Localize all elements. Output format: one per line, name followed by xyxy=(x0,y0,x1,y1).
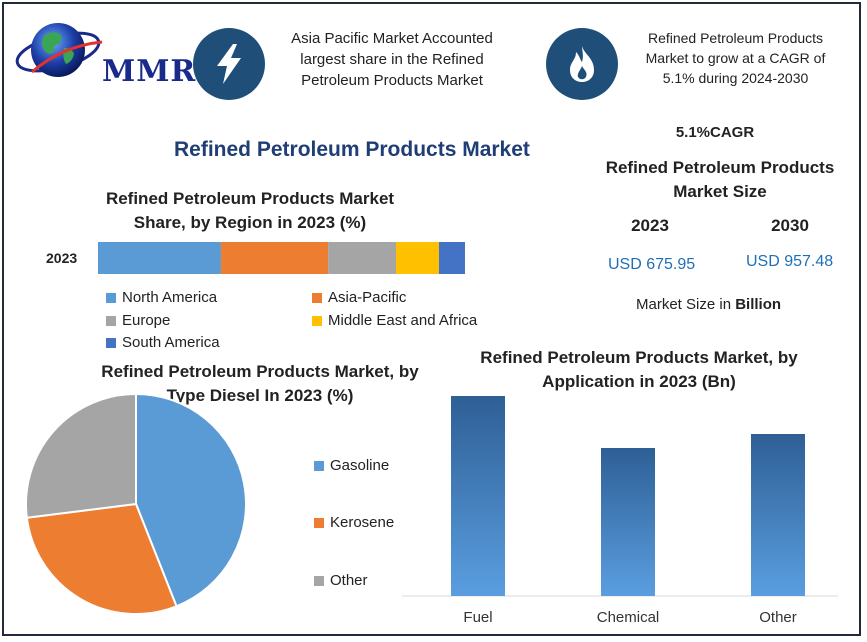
application-tick-chemical: Chemical xyxy=(597,609,660,626)
region-segment-north-america xyxy=(98,242,221,274)
legend-label-gasoline: Gasoline xyxy=(330,457,389,474)
info-right-line-2: Market to grow at a CAGR of xyxy=(628,48,843,68)
unit-prefix: Market Size in xyxy=(636,296,735,313)
pie-slice-other xyxy=(26,394,136,518)
swatch-north-america xyxy=(106,293,116,303)
year-2030-label: 2030 xyxy=(760,214,820,238)
info-right-line-1: Refined Petroleum Products xyxy=(628,28,843,48)
info-right-line-3: 5.1% during 2024-2030 xyxy=(628,68,843,88)
info-left-line-3: Petroleum Products Market xyxy=(272,70,512,91)
region-segment-middle-east xyxy=(396,242,439,274)
mmr-logo: MMR xyxy=(14,14,179,86)
legend-label-kerosene: Kerosene xyxy=(330,514,394,531)
application-tick-fuel: Fuel xyxy=(463,609,492,626)
application-bar-chart: Fuel Chemical Other xyxy=(400,392,840,628)
lightning-icon xyxy=(193,28,265,100)
region-category-label: 2023 xyxy=(46,250,77,266)
region-title-line-2: Share, by Region in 2023 (%) xyxy=(80,211,420,235)
legend-asia-pacific: Asia-Pacific xyxy=(312,289,406,306)
brand-name: MMR xyxy=(102,54,196,89)
market-size-title: Refined Petroleum Products Market Size xyxy=(590,156,850,204)
application-bar-chemical xyxy=(601,448,655,596)
region-stacked-bar xyxy=(98,242,478,274)
swatch-gasoline xyxy=(314,461,324,471)
region-segment-europe xyxy=(328,242,396,274)
value-2023: USD 675.95 xyxy=(608,256,695,274)
legend-middle-east: Middle East and Africa xyxy=(312,312,477,329)
year-2023-label: 2023 xyxy=(620,214,680,238)
legend-label-asia-pacific: Asia-Pacific xyxy=(328,289,406,306)
region-segment-asia-pacific xyxy=(221,242,328,274)
info-asia-pacific: Asia Pacific Market Accounted largest sh… xyxy=(272,28,512,91)
legend-label-other: Other xyxy=(330,572,368,589)
unit-note: Market Size in Billion xyxy=(636,296,781,313)
legend-label-middle-east: Middle East and Africa xyxy=(328,312,477,329)
value-2030: USD 957.48 xyxy=(746,253,833,271)
info-left-line-2: largest share in the Refined xyxy=(272,49,512,70)
region-title-line-1: Refined Petroleum Products Market xyxy=(80,187,420,211)
legend-south-america: South America xyxy=(106,334,220,351)
swatch-middle-east xyxy=(312,316,322,326)
globe-icon xyxy=(14,14,104,86)
application-bar-other xyxy=(751,434,805,596)
market-size-title-line-1: Refined Petroleum Products xyxy=(590,156,850,180)
region-segment-south-america xyxy=(439,242,465,274)
legend-north-america: North America xyxy=(106,289,217,306)
application-title-line-1: Refined Petroleum Products Market, by xyxy=(448,346,830,370)
type-pie-chart xyxy=(24,392,248,616)
legend-label-south-america: South America xyxy=(122,334,220,351)
unit-bold: Billion xyxy=(735,296,781,313)
legend-europe: Europe xyxy=(106,312,170,329)
info-left-line-1: Asia Pacific Market Accounted xyxy=(272,28,512,49)
region-chart-title: Refined Petroleum Products Market Share,… xyxy=(80,187,420,235)
info-cagr: Refined Petroleum Products Market to gro… xyxy=(628,28,843,88)
application-tick-other: Other xyxy=(759,609,797,626)
cagr-label: 5.1%CAGR xyxy=(660,121,770,145)
swatch-europe xyxy=(106,316,116,326)
swatch-asia-pacific xyxy=(312,293,322,303)
swatch-kerosene xyxy=(314,518,324,528)
application-chart-title: Refined Petroleum Products Market, by Ap… xyxy=(448,346,830,394)
legend-other: Other xyxy=(314,572,368,589)
application-bar-fuel xyxy=(451,396,505,596)
swatch-south-america xyxy=(106,338,116,348)
main-title: Refined Petroleum Products Market xyxy=(174,138,530,162)
swatch-other xyxy=(314,576,324,586)
legend-label-north-america: North America xyxy=(122,289,217,306)
pie-title-line-1: Refined Petroleum Products Market, by xyxy=(84,360,436,384)
legend-label-europe: Europe xyxy=(122,312,170,329)
market-size-title-line-2: Market Size xyxy=(590,180,850,204)
flame-icon xyxy=(546,28,618,100)
application-title-line-2: Application in 2023 (Bn) xyxy=(448,370,830,394)
legend-gasoline: Gasoline xyxy=(314,457,389,474)
legend-kerosene: Kerosene xyxy=(314,514,394,531)
